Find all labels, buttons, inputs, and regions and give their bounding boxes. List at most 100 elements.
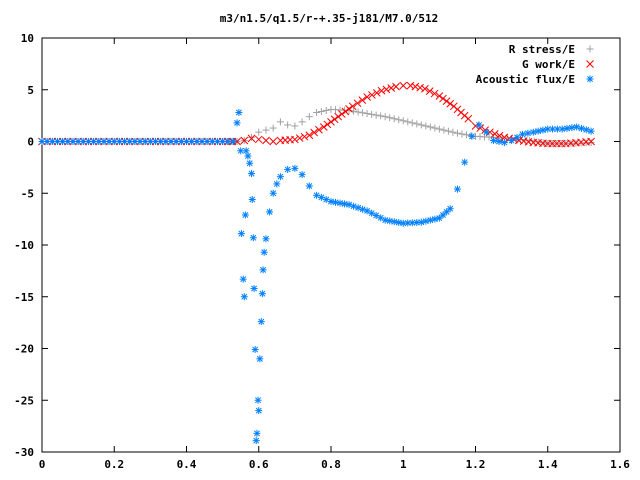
data-point: [266, 208, 274, 216]
data-point: [390, 218, 398, 226]
data-point: [426, 123, 434, 131]
data-point: [269, 124, 277, 132]
data-point: [377, 112, 385, 120]
data-point: [273, 180, 281, 188]
data-point: [363, 110, 371, 118]
data-point: [253, 429, 261, 437]
data-point: [368, 110, 376, 118]
x-tick-label: 0.6: [249, 458, 269, 471]
data-point: [251, 346, 259, 354]
data-point: [313, 109, 321, 117]
data-point: [259, 266, 267, 274]
legend-marker: [586, 75, 594, 83]
data-point: [310, 128, 318, 137]
data-point: [372, 111, 380, 119]
x-tick-label: 0: [39, 458, 46, 471]
data-point: [248, 195, 256, 203]
data-point: [305, 182, 313, 190]
y-tick-label: 10: [21, 32, 34, 45]
data-point: [372, 89, 381, 97]
data-point: [341, 200, 349, 208]
axes: 0 0.2 0.4 0.6 0.8 1 1.2 1.4 1.6 10 5 0 -5 -10 -15 -20 -2…: [14, 32, 630, 471]
data-point: [260, 248, 268, 256]
data-point: [203, 138, 211, 145]
y-tick-label: -30: [14, 446, 34, 459]
data-point: [490, 130, 499, 138]
data-point: [126, 138, 134, 145]
data-point: [368, 209, 376, 217]
data-point: [305, 113, 313, 121]
data-point: [425, 87, 434, 95]
data-point: [64, 138, 72, 145]
data-point: [408, 119, 416, 127]
data-point: [262, 136, 270, 145]
data-point: [500, 139, 508, 147]
data-point: [404, 118, 412, 126]
data-point: [353, 99, 362, 108]
data-point: [382, 85, 391, 94]
data-point: [453, 185, 461, 193]
data-point: [587, 137, 595, 146]
data-point: [534, 127, 542, 135]
data-point: [495, 131, 504, 140]
data-point: [255, 407, 263, 415]
data-point: [417, 218, 425, 226]
data-point: [256, 355, 264, 363]
data-point: [246, 159, 254, 167]
data-point: [539, 126, 547, 134]
data-point: [254, 135, 263, 144]
data-point: [416, 83, 424, 92]
data-point: [319, 123, 328, 131]
data-point: [136, 138, 144, 145]
data-point: [529, 128, 537, 136]
data-point: [332, 198, 340, 206]
data-point: [262, 235, 270, 243]
data-point: [233, 137, 241, 146]
data-point: [482, 128, 490, 136]
data-point: [291, 135, 299, 144]
data-point: [563, 124, 571, 132]
data-point: [244, 152, 252, 160]
x-tick-label: 1.4: [538, 458, 558, 471]
data-point: [458, 130, 466, 138]
data-point: [461, 158, 469, 166]
data-point: [413, 120, 421, 128]
data-point: [322, 106, 330, 114]
data-point: [276, 173, 284, 181]
data-point: [422, 122, 430, 130]
data-point: [440, 126, 448, 134]
data-point: [298, 118, 306, 126]
data-point: [453, 129, 461, 137]
legend-label: G work/E: [522, 58, 575, 71]
data-point: [518, 130, 526, 138]
data-point: [334, 112, 343, 121]
data-point: [262, 126, 270, 134]
data-point: [315, 125, 323, 134]
data-point: [386, 217, 394, 225]
x-tick-label: 0.4: [177, 458, 197, 471]
data-point: [462, 131, 470, 139]
data-point: [269, 137, 278, 146]
data-point: [392, 82, 400, 91]
data-point: [513, 133, 521, 141]
data-point: [183, 138, 190, 145]
data-point: [240, 136, 249, 145]
data-point: [284, 165, 292, 173]
data-point: [411, 82, 420, 91]
data-point: [399, 117, 407, 125]
legend-marker: [586, 45, 594, 53]
data-point: [224, 138, 232, 145]
data-point: [417, 121, 425, 129]
data-point: [330, 115, 339, 124]
y-tick-label: -5: [21, 187, 34, 200]
data-point: [242, 147, 250, 155]
data-point: [368, 91, 376, 99]
data-point: [341, 107, 350, 116]
data-point: [248, 133, 256, 141]
data-point: [495, 138, 503, 145]
series-3: [38, 109, 595, 445]
data-point: [568, 124, 576, 132]
data-point: [577, 124, 585, 132]
data-point: [255, 128, 263, 136]
